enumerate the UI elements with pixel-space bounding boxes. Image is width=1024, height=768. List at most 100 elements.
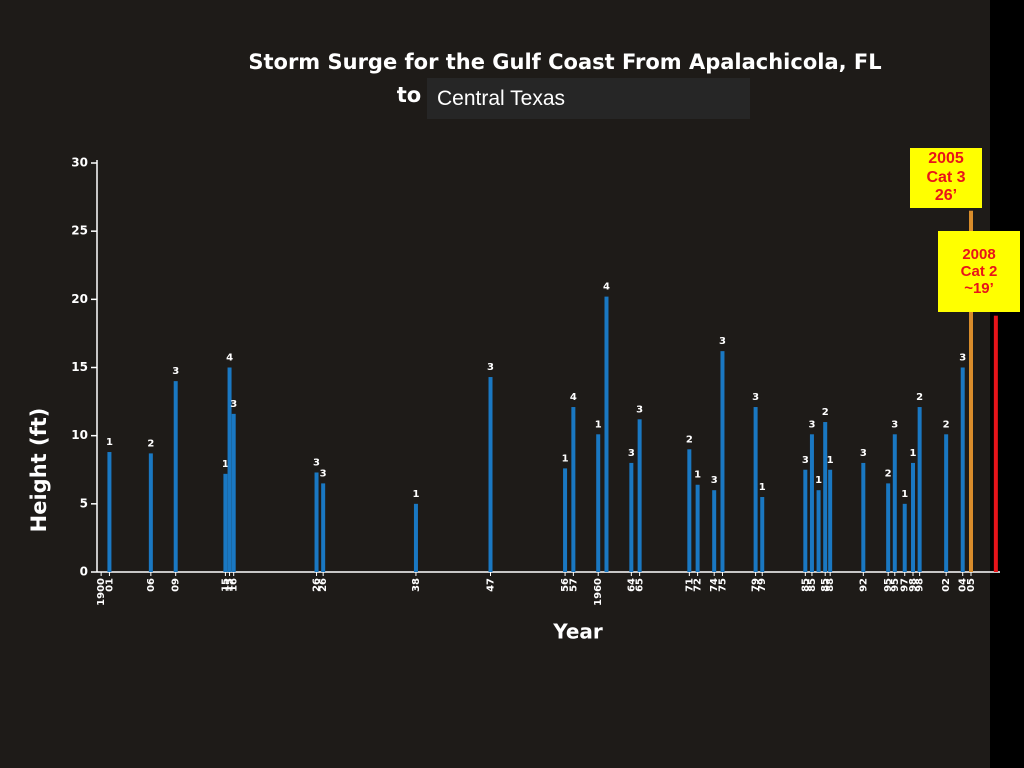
category-label: 2: [822, 407, 829, 418]
category-label: 1: [595, 419, 602, 430]
y-tick-label: 15: [71, 360, 88, 374]
bar: [695, 484, 700, 572]
x-tick-label: 38: [411, 578, 422, 592]
category-label: 2: [147, 438, 154, 449]
bar: [753, 407, 758, 572]
bar: [571, 407, 576, 572]
x-tick-label: 75: [717, 578, 728, 592]
x-tick-label: 65: [635, 578, 646, 592]
x-tick-label: 85: [807, 578, 818, 592]
x-tick-label: 15: [220, 578, 231, 592]
y-tick-label: 20: [71, 292, 88, 306]
category-label: 3: [891, 419, 898, 430]
bar: [911, 462, 916, 572]
bar: [993, 315, 998, 572]
bar: [720, 351, 725, 572]
annotation-line: 2005: [928, 150, 964, 168]
bar: [413, 503, 418, 572]
bar: [148, 453, 153, 572]
x-tick-label: 26: [318, 578, 329, 592]
bar: [596, 434, 601, 572]
bar: [231, 413, 236, 572]
category-label: 1: [694, 470, 701, 481]
category-label: 3: [636, 404, 643, 415]
bar: [227, 367, 232, 572]
category-label: 3: [860, 448, 867, 459]
bar: [563, 468, 568, 572]
bar: [861, 462, 866, 572]
x-tick-label: 98: [915, 578, 926, 592]
y-tick-label: 5: [80, 496, 88, 510]
x-tick-label: 85: [800, 578, 811, 592]
category-label: 3: [752, 392, 759, 403]
x-tick-label: 06: [146, 578, 157, 592]
annotation-line: 26’: [934, 187, 958, 205]
category-label: 1: [412, 489, 419, 500]
bar: [886, 483, 891, 572]
x-tick-label: 56: [560, 578, 571, 592]
bar: [712, 490, 717, 572]
bar: [314, 472, 319, 572]
bar: [223, 473, 228, 572]
bar: [803, 469, 808, 572]
x-tick-label: 57: [568, 578, 579, 592]
bar: [687, 449, 692, 572]
x-tick-label: 95: [883, 578, 894, 592]
bar: [809, 434, 814, 572]
category-label: 1: [106, 437, 113, 448]
category-label: 3: [172, 366, 179, 377]
category-label: 3: [230, 399, 237, 410]
x-tick-label: 85: [820, 578, 831, 592]
x-tick-label: 79: [751, 578, 762, 592]
category-label: 3: [808, 419, 815, 430]
x-tick-label: 71: [684, 578, 695, 592]
x-tick-label: 64: [626, 578, 637, 592]
bar: [969, 210, 974, 572]
category-label: 4: [570, 392, 577, 403]
x-tick-label: 15: [225, 578, 236, 592]
bar: [760, 497, 765, 572]
x-tick-label: 88: [825, 578, 836, 592]
x-tick-label: 79: [757, 578, 768, 592]
x-tick-label: 26: [312, 578, 323, 592]
subtitle-region: Central Texas: [427, 78, 750, 119]
x-tick-label: 01: [104, 578, 115, 592]
category-label: 3: [628, 448, 635, 459]
y-tick-label: 0: [80, 565, 88, 579]
category-label: 3: [959, 353, 966, 364]
category-label: 3: [711, 475, 718, 486]
category-label: 3: [487, 362, 494, 373]
bar: [823, 422, 828, 572]
category-label: 1: [827, 455, 834, 466]
bar: [107, 452, 112, 572]
bar: [917, 407, 922, 572]
annotation-line: Cat 3: [926, 168, 966, 186]
category-label: 2: [885, 468, 892, 479]
category-label: 1: [910, 448, 917, 459]
bar: [828, 469, 833, 572]
x-tick-label: 02: [941, 578, 952, 592]
x-tick-label: 1960: [593, 578, 604, 606]
annotation-box: 2008 Cat 2 ~19’: [938, 231, 1020, 312]
bar: [816, 490, 821, 572]
x-tick-label: 1900: [96, 578, 107, 606]
y-axis-label: Height (ft): [27, 408, 51, 533]
category-label: 4: [226, 353, 233, 364]
bar: [960, 367, 965, 572]
chart-title: Storm Surge for the Gulf Coast From Apal…: [248, 50, 881, 74]
annotation-box: 2005 Cat 3 26’: [910, 148, 982, 208]
annotation-line: 2008: [962, 245, 996, 263]
x-tick-label: 95: [890, 578, 901, 592]
bar: [173, 381, 178, 572]
x-tick-label: 04: [958, 578, 969, 592]
category-label: 3: [719, 336, 726, 347]
y-tick-label: 30: [71, 156, 88, 170]
category-label: 3: [320, 468, 327, 479]
category-label: 2: [686, 434, 693, 445]
category-label: 2: [943, 419, 950, 430]
x-tick-label: 16: [229, 578, 240, 592]
x-axis-label: Year: [552, 620, 603, 644]
category-label: 1: [759, 482, 766, 493]
